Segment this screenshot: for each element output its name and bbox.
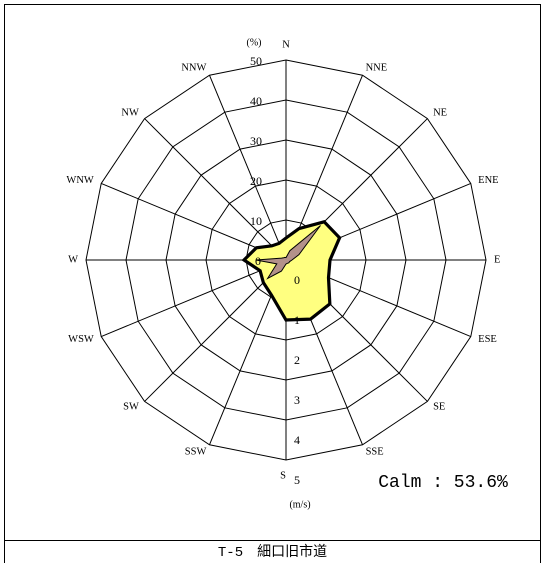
grid-spoke [144, 118, 287, 261]
direction-label-se: SE [433, 402, 445, 413]
direction-label-ene: ENE [478, 175, 498, 186]
series-group [241, 220, 342, 322]
direction-label-e: E [494, 255, 500, 266]
wind-rose-chart: NNNENEENEEESESESSESSSWSWWSWWWNWNWNNW0102… [66, 38, 508, 511]
speed-tick-label: 0 [294, 273, 300, 287]
speed-tick-label: 5 [294, 473, 300, 487]
direction-label-wsw: WSW [68, 334, 94, 345]
speed-tick-label: 2 [294, 353, 300, 367]
series-1-polygon [255, 225, 321, 280]
chart-caption: T-5 細口旧市道 [217, 545, 328, 561]
percent-tick-label: 30 [250, 134, 262, 148]
direction-label-nnw: NNW [181, 62, 206, 73]
speed-tick-label: 3 [294, 393, 300, 407]
percent-tick-label: 10 [250, 214, 262, 228]
direction-label-sse: SSE [366, 447, 384, 458]
series-0-polygon [241, 220, 342, 322]
caption-divider [4, 540, 541, 541]
direction-label-sw: SW [123, 402, 139, 413]
speed-tick-label: 4 [294, 433, 300, 447]
direction-label-s: S [280, 471, 286, 482]
speed-axis-label: (m/s) [289, 500, 310, 511]
direction-label-n: N [282, 40, 290, 51]
percent-tick-label: 50 [250, 54, 262, 68]
direction-label-w: W [68, 255, 78, 266]
direction-label-ne: NE [433, 107, 447, 118]
grid-spoke [101, 259, 287, 338]
direction-label-wnw: WNW [66, 175, 93, 186]
chart-frame [4, 4, 541, 563]
percent-axis-label: (%) [247, 38, 262, 49]
calm-annotation: Calm : 53.6% [378, 473, 508, 493]
direction-label-ese: ESE [478, 334, 497, 345]
direction-label-nw: NW [121, 107, 139, 118]
direction-label-nne: NNE [366, 62, 388, 73]
grid-spoke [208, 75, 287, 261]
label-group: NNNENEENEEESESESSESSSWSWWSWWWNWNWNNW0102… [66, 38, 500, 511]
speed-tick-label: 1 [294, 313, 300, 327]
direction-label-ssw: SSW [185, 447, 207, 458]
percent-tick-label: 40 [250, 94, 262, 108]
percent-tick-label: 0 [255, 254, 261, 268]
percent-tick-label: 20 [250, 174, 262, 188]
